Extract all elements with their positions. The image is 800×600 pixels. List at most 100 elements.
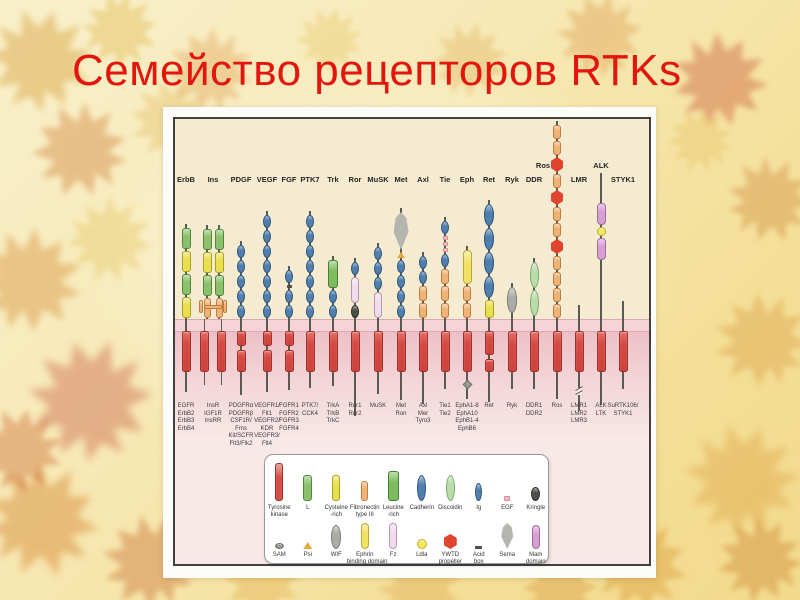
gene-label: Mer xyxy=(417,410,429,417)
gene-list-ror: Ror1 Ror2 xyxy=(333,403,377,418)
gene-label: MuSK xyxy=(369,403,387,409)
figure-frame: ErbB EGFR ErbB2 ErbB3 ErbB4 Ins InsR IGF1R InsRR… xyxy=(173,117,651,566)
receptor-stick xyxy=(422,252,424,319)
gene-label: FGFR1 xyxy=(279,403,299,409)
gene-label: KDR xyxy=(260,425,274,432)
domain-ig-shape xyxy=(374,262,382,275)
gene-label: ErbB4 xyxy=(177,425,195,432)
domain-ywtd-shape xyxy=(551,239,563,254)
kinase-domain xyxy=(217,331,226,372)
gene-label: Fms xyxy=(235,425,247,432)
domain-fn3-shape xyxy=(361,481,369,501)
legend-label-line: WIF xyxy=(330,552,342,558)
family-label-erbb: ErbB xyxy=(177,175,195,184)
gene-label: Ryk xyxy=(506,403,518,409)
gene-label: PDGFRβ xyxy=(228,410,254,417)
gene-label: IGF1R xyxy=(204,410,222,417)
domain-cad-shape xyxy=(417,475,427,501)
kinase-domain xyxy=(181,331,191,372)
domain-sema-shape xyxy=(393,212,409,250)
domain-ig-shape xyxy=(285,290,293,303)
domain-cad-shape xyxy=(484,228,494,250)
gene-list-axl: Axl Mer Tyro3 xyxy=(401,403,445,426)
domain-ig-shape xyxy=(419,256,427,269)
receptor-stick xyxy=(444,217,446,319)
domain-ig-shape xyxy=(306,305,314,318)
legend-label: Kringle xyxy=(518,505,554,512)
domain-l-shape xyxy=(214,229,224,250)
kinase-domain xyxy=(236,331,246,346)
legend-label-line: Discoidin xyxy=(438,505,463,511)
domain-mam-shape xyxy=(596,203,606,225)
legend-box: Tyrosine kinase L Cysteine -rich Fibronectin t… xyxy=(261,454,549,565)
legend-label: SAM xyxy=(261,552,297,559)
legend-label: EGF xyxy=(489,505,525,512)
kinase-domain xyxy=(200,331,209,372)
gene-label: Tie1 xyxy=(439,403,451,409)
gene-label: LMR3 xyxy=(570,418,587,425)
legend-label: Fz xyxy=(375,552,411,559)
domain-ig-shape xyxy=(475,483,483,501)
gene-list-lmr: LMR1 LMR2 LMR3 xyxy=(557,403,601,426)
legend-label-line: -rich xyxy=(387,512,400,518)
legend-label-line: Ldla xyxy=(416,552,428,558)
gene-label: VEGFR3/ xyxy=(254,433,280,440)
legend-label: Mam domain xyxy=(518,552,554,566)
kinase-domain xyxy=(350,331,360,372)
kinase-domain xyxy=(284,331,294,346)
gene-label: Ror1 xyxy=(348,403,362,409)
kinase-domain xyxy=(484,331,494,355)
legend-label-line: Cadherin xyxy=(409,505,434,511)
kinase-domain xyxy=(373,331,383,372)
domain-cad-shape xyxy=(484,204,494,226)
domain-l-shape xyxy=(303,475,313,501)
figure-stage: ErbB EGFR ErbB2 ErbB3 ErbB4 Ins InsR IGF1R InsRR… xyxy=(175,119,649,565)
kinase-domain xyxy=(305,331,315,372)
domain-l-shape xyxy=(181,228,191,249)
domain-ig-shape xyxy=(306,290,314,303)
family-label-axl: Axl xyxy=(417,175,429,184)
kinase-domain xyxy=(284,350,294,372)
legend-label-line: Psi xyxy=(303,552,312,558)
domain-ig-shape xyxy=(306,260,314,273)
family-label-ryk: Ryk xyxy=(505,175,519,184)
gene-list-ins: InsR IGF1R InsRR xyxy=(191,403,235,426)
gene-list-styk1: SuRTK106/STYK1 xyxy=(601,403,645,418)
legend-label: Leucine -rich xyxy=(375,505,411,519)
gene-label: VEGFR2/ xyxy=(254,418,280,425)
kinase-domain xyxy=(328,331,338,372)
domain-ig-shape xyxy=(263,215,271,228)
domain-eph-shape xyxy=(360,523,369,549)
family-label-ros: Ros xyxy=(535,161,551,170)
gene-list-erbb: EGFR ErbB2 ErbB3 ErbB4 xyxy=(164,403,208,433)
domain-fn3-shape xyxy=(463,303,471,318)
domain-ig-shape xyxy=(237,245,245,258)
gene-list-alk: ALK LTK xyxy=(579,403,623,418)
legend-label-line: Leucine xyxy=(382,505,404,511)
domain-l-shape xyxy=(214,275,224,296)
gene-list-ryk: Ryk xyxy=(490,403,534,411)
domain-fz-shape xyxy=(351,277,359,303)
gene-label: SuRTK106/ xyxy=(607,403,639,409)
domain-cad-shape xyxy=(484,252,494,274)
family-label-alk: ALK xyxy=(593,161,609,170)
domain-cys-shape xyxy=(214,252,224,273)
legend-label: Sema xyxy=(489,552,525,559)
gene-label: DDR2 xyxy=(525,410,543,417)
domain-fn3-shape xyxy=(553,141,561,155)
domain-fz-shape xyxy=(374,292,382,318)
domain-wif-shape xyxy=(331,525,342,549)
domain-ig-shape xyxy=(397,305,405,318)
legend-label: Psi xyxy=(290,552,326,559)
domain-fn3-shape xyxy=(553,174,561,188)
domain-ig-shape xyxy=(419,271,427,284)
legend-label-line: propeller xyxy=(438,559,462,565)
maple-leaf-decoration xyxy=(695,273,800,407)
gene-label: CSF1R/ xyxy=(230,418,252,425)
legend-label: Discoidin xyxy=(432,505,468,512)
domain-disc-shape xyxy=(529,262,539,288)
domain-disc-shape xyxy=(445,475,455,501)
family-label-tie: Tie xyxy=(439,175,451,184)
legend-label-line: kinase xyxy=(270,512,288,518)
